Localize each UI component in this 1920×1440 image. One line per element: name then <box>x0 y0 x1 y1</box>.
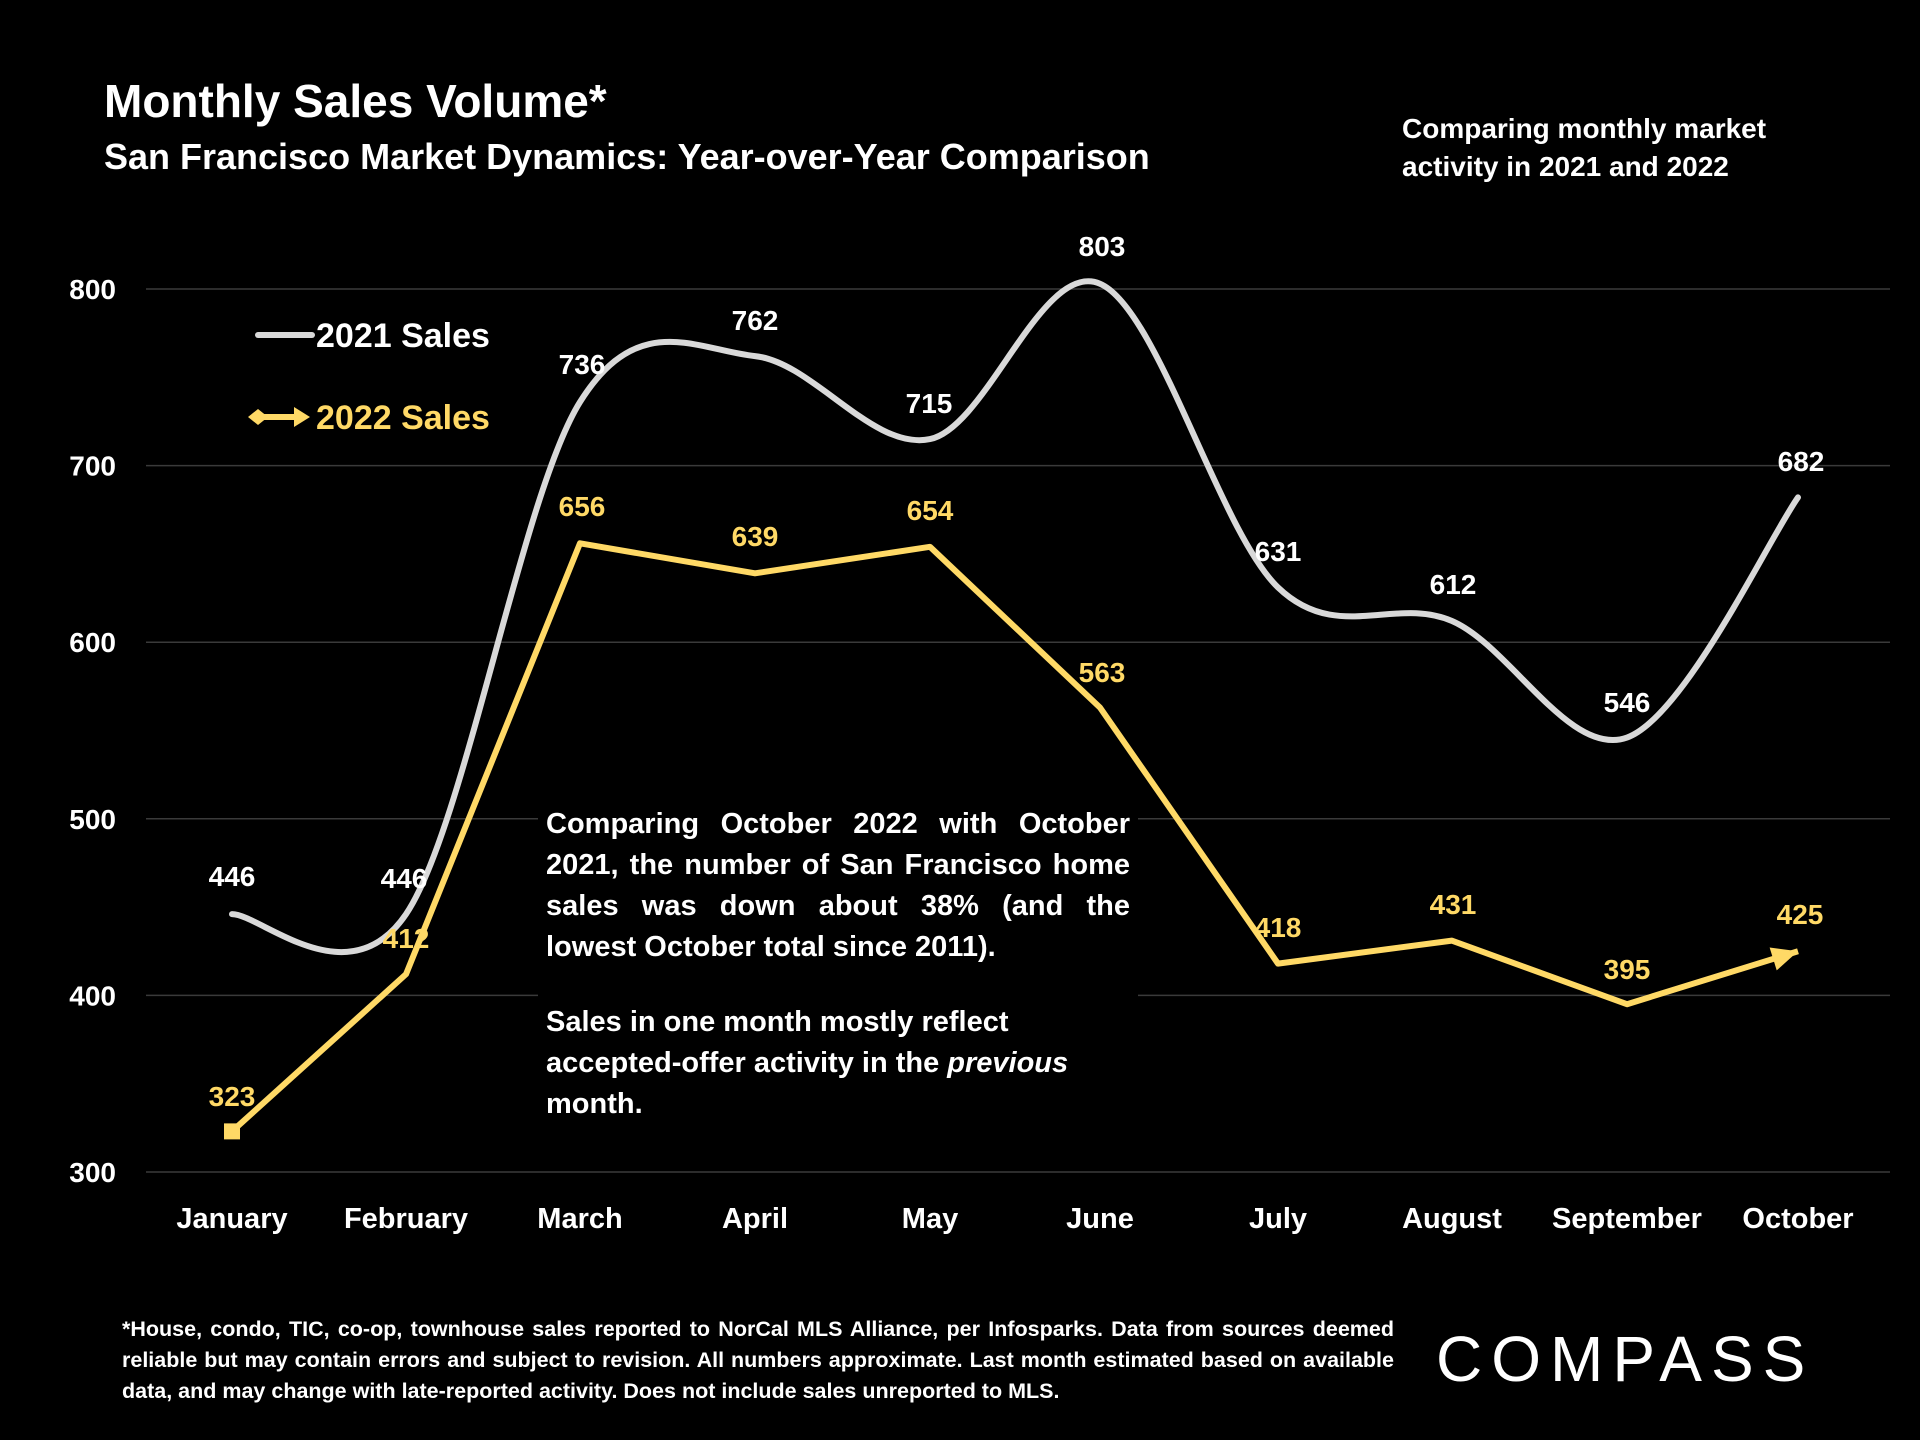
data-label-2021-june: 803 <box>1079 231 1126 262</box>
x-tick-label-august: August <box>1402 1203 1502 1235</box>
data-label-2021-april: 762 <box>732 305 779 336</box>
chart-subtitle: San Francisco Market Dynamics: Year-over… <box>104 136 1150 177</box>
x-tick-label-july: July <box>1249 1203 1307 1235</box>
series-2022-sales-line <box>229 540 1799 1134</box>
header-note: Comparing monthly market activity in 202… <box>1402 113 1767 182</box>
legend-2022-arrow-marker <box>294 407 310 427</box>
data-label-2022-august: 431 <box>1430 889 1477 920</box>
data-label-2022-october: 425 <box>1777 899 1824 930</box>
data-label-2021-october: 682 <box>1778 446 1825 477</box>
legend-2022-label: 2022 Sales <box>316 399 490 437</box>
data-label-2022-june: 563 <box>1079 657 1126 688</box>
x-tick-label-may: May <box>902 1203 958 1235</box>
data-label-2022-january: 323 <box>209 1081 256 1112</box>
annotation-paragraph-2: Sales in one month mostly reflect accept… <box>546 1002 1130 1125</box>
x-tick-label-june: June <box>1066 1203 1134 1235</box>
data-label-2022-september: 395 <box>1604 954 1651 985</box>
y-tick-label-800: 800 <box>69 274 116 305</box>
data-label-2022-april: 639 <box>732 521 779 552</box>
series-2022-end-arrow <box>1769 947 1798 971</box>
y-tick-label-400: 400 <box>69 980 116 1011</box>
x-tick-label-april: April <box>722 1203 788 1235</box>
y-tick-label-700: 700 <box>69 451 116 482</box>
series-2021-sales-line <box>229 278 1801 955</box>
y-tick-label-300: 300 <box>69 1157 116 1188</box>
x-tick-label-september: September <box>1552 1203 1702 1235</box>
annotation-emphasis: previous <box>947 1047 1069 1079</box>
x-tick-label-march: March <box>537 1203 622 1235</box>
x-tick-label-january: January <box>176 1203 287 1235</box>
annotation-text-a: Sales in one month mostly reflect accept… <box>546 1006 1009 1079</box>
x-tick-label-october: October <box>1742 1203 1853 1235</box>
x-tick-label-february: February <box>344 1203 468 1235</box>
data-label-2021-january: 446 <box>209 861 256 892</box>
data-label-2021-july: 631 <box>1255 536 1302 567</box>
y-tick-label-500: 500 <box>69 804 116 835</box>
data-label-2021-august: 612 <box>1430 569 1477 600</box>
compass-logo: COMPASS <box>1436 1323 1815 1395</box>
data-label-2022-february: 412 <box>383 923 430 954</box>
data-label-2021-march: 736 <box>559 349 606 380</box>
data-label-2021-september: 546 <box>1604 687 1651 718</box>
data-label-2022-july: 418 <box>1255 912 1302 943</box>
annotation-paragraph-1: Comparing October 2022 with October 2021… <box>546 808 1130 963</box>
data-label-2021-may: 715 <box>906 388 953 419</box>
chart-annotation: Comparing October 2022 with October 2021… <box>538 804 1138 1125</box>
annotation-text-b: month. <box>546 1088 643 1120</box>
series-2022-start-marker <box>224 1123 240 1140</box>
footnote: *House, condo, TIC, co-op, townhouse sal… <box>122 1317 1394 1403</box>
y-tick-label-600: 600 <box>69 627 116 658</box>
legend-2021-label: 2021 Sales <box>316 317 490 355</box>
data-label-2021-february: 446 <box>381 863 428 894</box>
data-label-2022-march: 656 <box>559 491 606 522</box>
legend-2022-diamond-marker <box>248 409 268 425</box>
chart-title: Monthly Sales Volume* <box>104 75 607 127</box>
data-label-2022-may: 654 <box>907 495 954 526</box>
